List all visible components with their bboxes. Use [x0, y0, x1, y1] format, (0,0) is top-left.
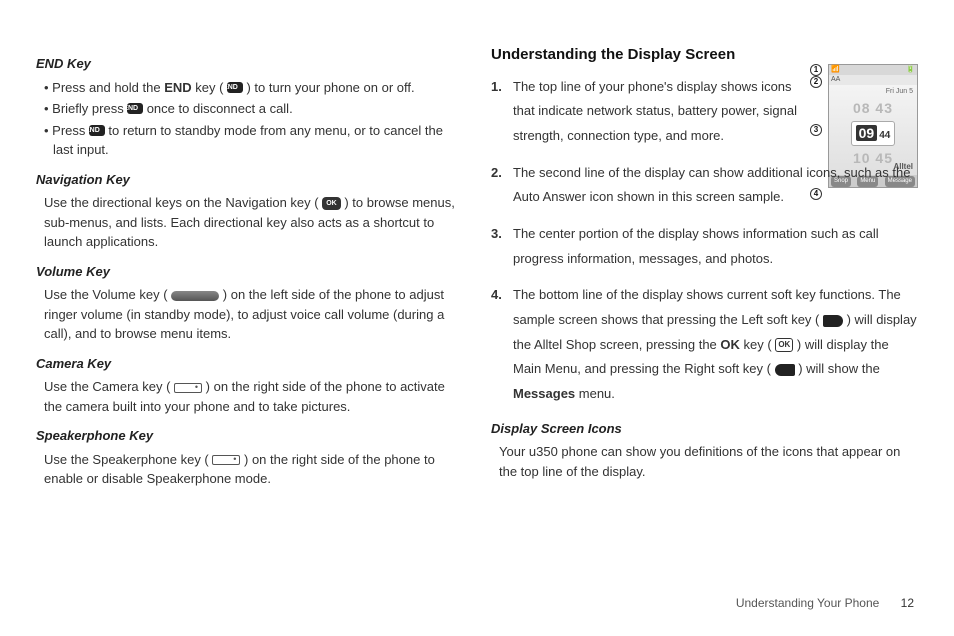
footer-section: Understanding Your Phone	[736, 596, 879, 610]
volume-key-para: Use the Volume key ( ) on the left side …	[36, 285, 463, 344]
display-icons-para: Your u350 phone can show you definitions…	[491, 442, 918, 481]
end-key-bullet-2: Briefly press END once to disconnect a c…	[44, 99, 463, 119]
list-item-2: 2.The second line of the display can sho…	[513, 161, 918, 210]
page-columns: END Key Press and hold the END key ( END…	[36, 44, 918, 495]
volume-key-icon	[171, 291, 219, 301]
footer-page-number: 12	[901, 596, 914, 610]
end-key-icon: END	[227, 82, 243, 93]
list-item-1: 1.The top line of your phone's display s…	[513, 75, 918, 149]
heading-nav-key: Navigation Key	[36, 170, 463, 190]
left-softkey-icon	[823, 315, 843, 327]
ok-key-icon: OK	[322, 197, 341, 210]
camera-key-para: Use the Camera key ( ) on the right side…	[36, 377, 463, 416]
end-key-bullet-1: Press and hold the END key ( END ) to tu…	[44, 78, 463, 98]
speakerphone-key-para: Use the Speakerphone key ( ) on the righ…	[36, 450, 463, 489]
left-column: END Key Press and hold the END key ( END…	[36, 44, 463, 495]
screen-topbar: 📶 🔋	[829, 65, 917, 75]
end-key-icon: END	[89, 125, 105, 136]
speakerphone-key-icon	[212, 455, 240, 465]
end-key-bullets: Press and hold the END key ( END ) to tu…	[36, 78, 463, 160]
camera-key-icon	[174, 383, 202, 393]
end-key-icon: END	[127, 103, 143, 114]
heading-camera-key: Camera Key	[36, 354, 463, 374]
heading-speakerphone-key: Speakerphone Key	[36, 426, 463, 446]
heading-display-icons: Display Screen Icons	[491, 419, 918, 439]
ok-key-icon: OK	[775, 338, 793, 352]
right-softkey-icon	[775, 364, 795, 376]
heading-end-key: END Key	[36, 54, 463, 74]
list-item-3: 3.The center portion of the display show…	[513, 222, 918, 271]
page-footer: Understanding Your Phone 12	[736, 594, 914, 612]
display-screen-list: 1.The top line of your phone's display s…	[491, 75, 918, 407]
right-column: Understanding the Display Screen 1 2 3 4…	[491, 44, 918, 495]
list-item-4: 4.The bottom line of the display shows c…	[513, 283, 918, 406]
heading-volume-key: Volume Key	[36, 262, 463, 282]
end-key-bullet-3: Press END to return to standby mode from…	[44, 121, 463, 160]
nav-key-para: Use the directional keys on the Navigati…	[36, 193, 463, 252]
